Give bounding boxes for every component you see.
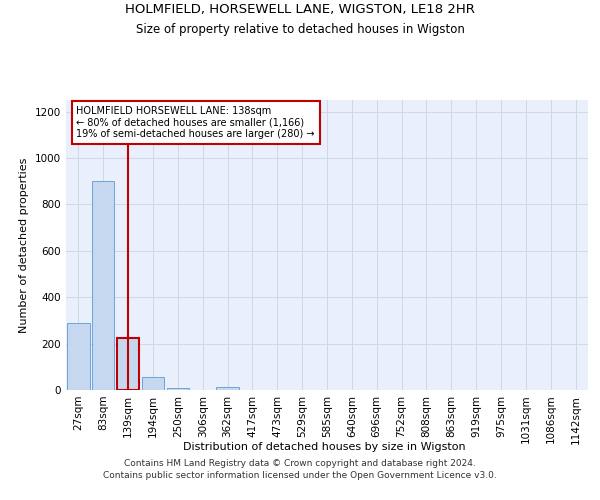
Bar xyxy=(92,181,115,390)
Text: HOLMFIELD, HORSEWELL LANE, WIGSTON, LE18 2HR: HOLMFIELD, HORSEWELL LANE, WIGSTON, LE18… xyxy=(125,2,475,16)
Text: Size of property relative to detached houses in Wigston: Size of property relative to detached ho… xyxy=(136,22,464,36)
Bar xyxy=(217,386,239,390)
Bar xyxy=(67,322,89,390)
Bar xyxy=(142,377,164,390)
Text: Distribution of detached houses by size in Wigston: Distribution of detached houses by size … xyxy=(182,442,466,452)
Y-axis label: Number of detached properties: Number of detached properties xyxy=(19,158,29,332)
Text: Contains HM Land Registry data © Crown copyright and database right 2024.
Contai: Contains HM Land Registry data © Crown c… xyxy=(103,458,497,480)
Bar xyxy=(167,388,189,390)
Text: HOLMFIELD HORSEWELL LANE: 138sqm
← 80% of detached houses are smaller (1,166)
19: HOLMFIELD HORSEWELL LANE: 138sqm ← 80% o… xyxy=(76,106,315,139)
Bar xyxy=(117,338,139,390)
